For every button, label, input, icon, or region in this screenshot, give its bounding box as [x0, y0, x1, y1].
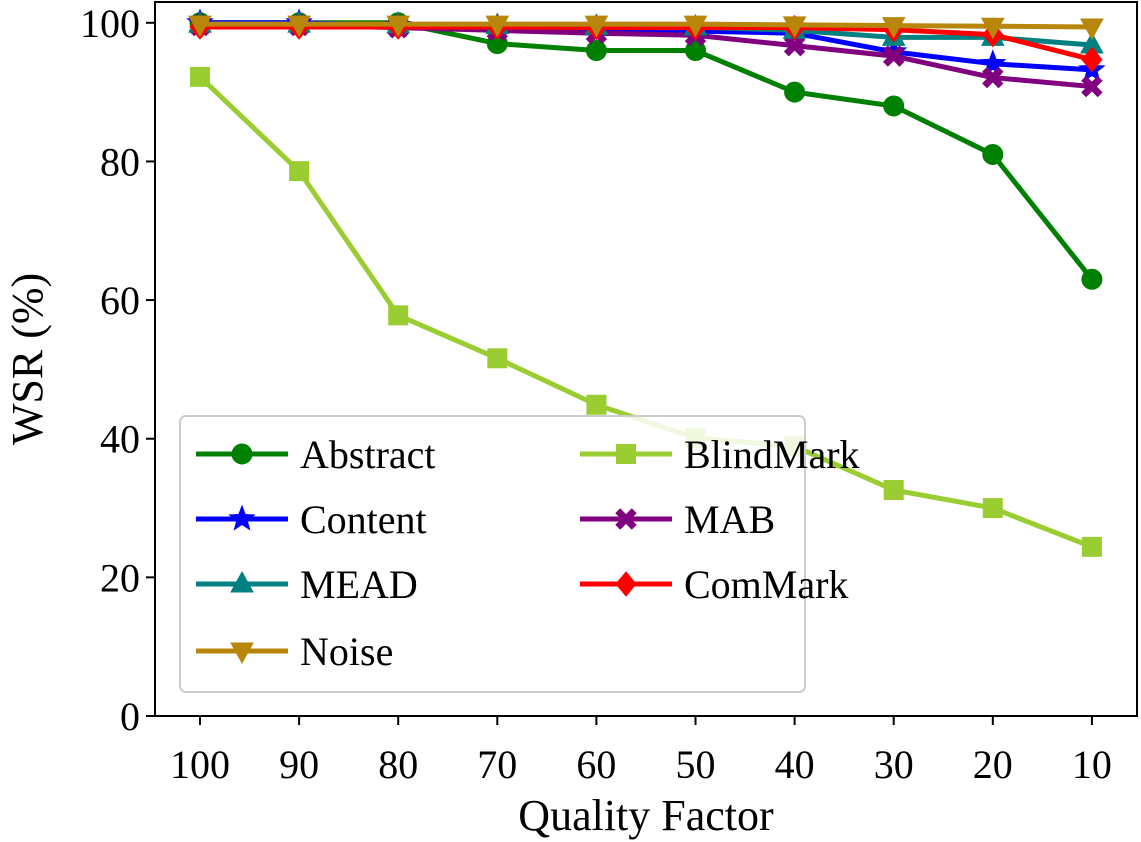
series-lines: [186, 8, 1106, 557]
y-axis-label: WSR (%): [3, 273, 52, 445]
data-point-mab: [882, 45, 905, 67]
legend-item-abstract: Abstract: [196, 432, 436, 477]
data-point-noise: [386, 15, 411, 38]
series-noise: [188, 15, 1104, 40]
data-point-noise: [584, 15, 609, 38]
y-tick-label: 40: [100, 417, 140, 462]
legend-label: MEAD: [300, 562, 418, 607]
y-tick-label: 0: [120, 694, 140, 739]
data-point-noise: [188, 15, 212, 38]
legend-item-mab: MAB: [580, 497, 775, 542]
legend-marker-blindmark: [616, 444, 636, 464]
data-point-blindmark: [388, 305, 409, 326]
x-tick-label: 10: [1072, 742, 1112, 787]
x-tick-label: 30: [874, 742, 914, 787]
legend-marker-abstract: [231, 443, 253, 465]
x-tick-label: 100: [170, 742, 230, 787]
data-point-abstract: [982, 144, 1004, 166]
series-line-noise: [197, 21, 1095, 30]
data-point-noise: [1080, 18, 1104, 40]
data-point-blindmark: [982, 498, 1003, 519]
data-point-noise: [287, 15, 311, 38]
series-abstract: [189, 12, 1103, 290]
data-point-abstract: [1081, 268, 1103, 290]
legend-label: Noise: [300, 629, 393, 674]
legend: Abstract BlindMark Content MAB MEAD ComMark No…: [179, 415, 860, 693]
data-point-noise: [980, 17, 1005, 40]
x-tick-label: 40: [775, 742, 815, 787]
data-point-noise: [881, 17, 906, 39]
x-tick-label: 60: [576, 742, 616, 787]
data-point-abstract: [685, 40, 706, 62]
data-point-blindmark: [289, 161, 310, 182]
x-axis-label: Quality Factor: [518, 791, 774, 840]
y-tick-label: 20: [100, 555, 140, 600]
x-tick-label: 20: [973, 742, 1013, 787]
plot-frame: [154, 1, 1138, 717]
y-tick-label: 100: [80, 1, 140, 46]
x-tick-label: 70: [477, 742, 517, 787]
y-tick-label: 60: [100, 278, 140, 323]
data-point-blindmark: [487, 348, 508, 369]
legend-label: MAB: [684, 497, 775, 542]
legend-label: ComMark: [684, 562, 848, 607]
data-point-mab: [1081, 75, 1103, 98]
legend-item-blindmark: BlindMark: [580, 432, 860, 477]
data-point-blindmark: [586, 394, 607, 415]
x-tick-label: 80: [378, 742, 418, 787]
y-tick-label: 80: [100, 139, 140, 184]
legend-item-commark: ComMark: [580, 562, 848, 607]
data-point-blindmark: [883, 480, 904, 501]
legend-item-content: Content: [196, 497, 427, 542]
data-point-noise: [485, 15, 510, 38]
legend-label: BlindMark: [684, 432, 860, 477]
legend-box: [179, 415, 806, 693]
data-point-blindmark: [1081, 536, 1102, 557]
legend-label: Content: [300, 497, 427, 542]
legend-marker-noise: [230, 642, 254, 665]
legend-item-mead: MEAD: [196, 562, 418, 607]
data-point-abstract: [883, 95, 905, 117]
data-point-mab: [982, 66, 1004, 89]
data-point-abstract: [585, 40, 607, 62]
legend-item-noise: Noise: [196, 629, 393, 674]
data-point-noise: [683, 15, 708, 38]
data-point-commark: [1081, 46, 1103, 73]
legend-marker-content: [228, 504, 256, 531]
series-line-commark: [197, 24, 1095, 63]
legend-marker-mab: [615, 508, 637, 530]
legend-label: Abstract: [300, 432, 436, 477]
data-point-blindmark: [190, 66, 210, 87]
x-tick-label: 50: [676, 742, 716, 787]
legend-marker-mead: [230, 570, 254, 593]
data-point-content: [979, 49, 1007, 76]
data-point-abstract: [784, 81, 806, 103]
legend-marker-commark: [615, 571, 637, 597]
x-tick-label: 90: [279, 742, 319, 787]
data-point-noise: [782, 16, 807, 38]
